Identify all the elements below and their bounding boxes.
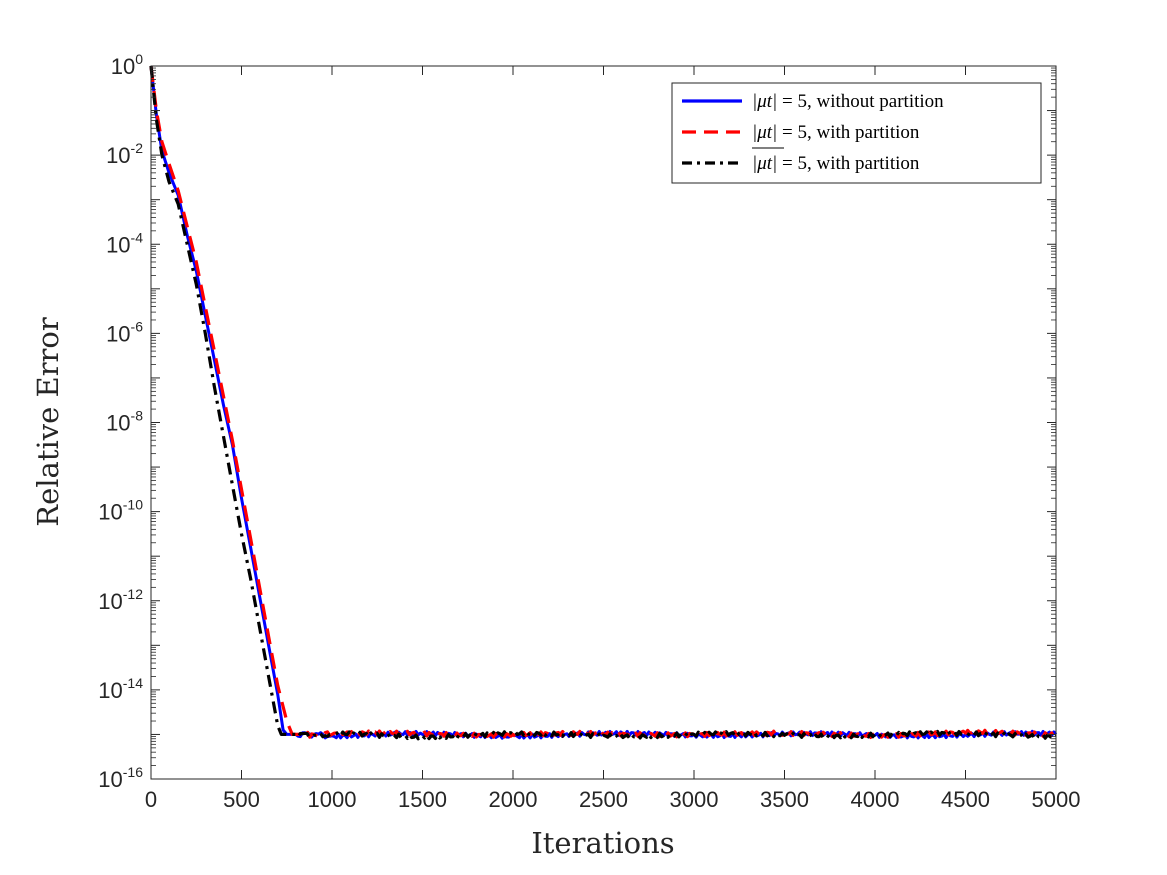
y-axis-label: Relative Error [31, 317, 65, 527]
y-tick-label: 10-10 [98, 497, 143, 525]
x-tick-label: 3000 [670, 787, 719, 812]
x-tick-label: 2000 [489, 787, 538, 812]
legend-label-1: |μt| = 5, without partition [752, 91, 944, 112]
legend-label-2: |μt| = 5, with partition [752, 122, 920, 143]
y-tick-label: 10-8 [106, 408, 143, 436]
legend-label-3: |μt| = 5, with partition [752, 153, 920, 174]
ticks-layer: 0 500 1000 1500 2000 2500 3000 3500 4000 4500 5000… [98, 51, 1080, 812]
y-tick-label: 10-6 [106, 318, 143, 346]
x-tick-label: 2500 [579, 787, 628, 812]
x-axis-label: Iterations [531, 826, 674, 860]
x-tick-label: 4000 [851, 787, 900, 812]
x-tick-label: 1500 [398, 787, 447, 812]
y-tick-label: 10-16 [98, 764, 143, 792]
x-tick-label: 0 [145, 787, 157, 812]
series-line-3 [149, 65, 1057, 741]
x-tick-label: 500 [223, 787, 260, 812]
x-tick-label: 4500 [941, 787, 990, 812]
y-tick-label: 10-2 [106, 140, 143, 168]
x-tick-label: 1000 [308, 787, 357, 812]
plot-area [151, 66, 1056, 779]
legend: |μt| = 5, without partition |μt| = 5, wit… [671, 82, 1042, 184]
series-layer [149, 65, 1058, 741]
x-tick-label: 3500 [760, 787, 809, 812]
y-tick-label: 100 [111, 51, 143, 79]
x-tick-label: 5000 [1032, 787, 1081, 812]
y-tick-label: 10-14 [98, 675, 143, 703]
y-tick-label: 10-4 [106, 229, 143, 257]
y-tick-label: 10-12 [98, 586, 143, 614]
